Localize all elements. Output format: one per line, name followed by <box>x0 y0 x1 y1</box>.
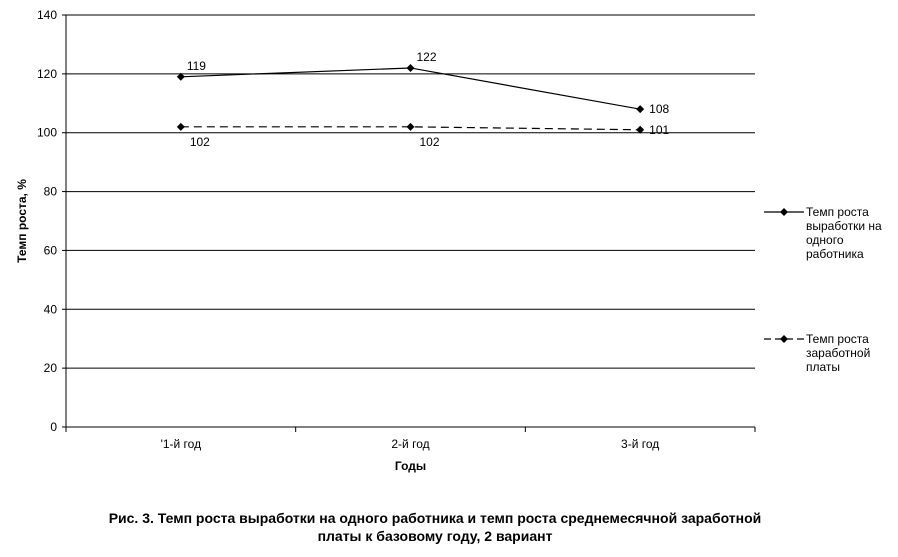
caption-line-1: Рис. 3. Темп роста выработки на одного р… <box>108 510 762 526</box>
data-label: 102 <box>190 135 210 149</box>
figure-caption: Рис. 3. Темп роста выработки на одного р… <box>40 509 830 545</box>
data-point-marker <box>636 125 645 134</box>
legend-swatch-solid <box>764 208 804 216</box>
data-point-marker <box>176 122 185 131</box>
labels-layer: 0 20 40 60 80 100 120 140 '1-й год 2-й год 3-й год… <box>15 8 670 473</box>
y-tick-label: 20 <box>44 361 58 375</box>
x-tick-label: '1-й год <box>161 437 202 451</box>
data-label: 102 <box>420 135 440 149</box>
y-tick-label: 100 <box>37 126 57 140</box>
y-tick-label: 120 <box>37 67 57 81</box>
y-tick-label: 80 <box>44 185 58 199</box>
data-point-marker <box>406 63 415 72</box>
y-axis-title: Темп роста, % <box>15 179 29 263</box>
legend-swatch-dashed <box>764 335 804 343</box>
y-tick-label: 140 <box>37 8 57 22</box>
data-point-marker <box>176 72 185 81</box>
caption-line-2: платы к базовому году, 2 вариант <box>317 528 553 544</box>
legend-label-productivity: Темп роста выработки на одного работника <box>806 205 882 261</box>
x-tick-label: 2-й год <box>391 437 429 451</box>
legend-label-salary: Темп роста заработной платы <box>806 332 871 374</box>
data-label: 122 <box>417 50 437 64</box>
y-tick-label: 0 <box>50 420 57 434</box>
data-label: 119 <box>187 59 206 73</box>
data-point-marker <box>406 122 415 131</box>
data-label: 108 <box>649 102 669 116</box>
data-label: 101 <box>649 123 669 137</box>
y-tick-label: 40 <box>44 302 58 316</box>
x-axis-title: Годы <box>395 459 426 473</box>
data-point-marker <box>636 105 645 114</box>
series-line-1 <box>180 126 641 131</box>
y-tick-label: 60 <box>44 243 58 257</box>
x-tick-label: 3-й год <box>621 437 659 451</box>
series-layer <box>176 63 645 134</box>
axes <box>62 14 756 432</box>
